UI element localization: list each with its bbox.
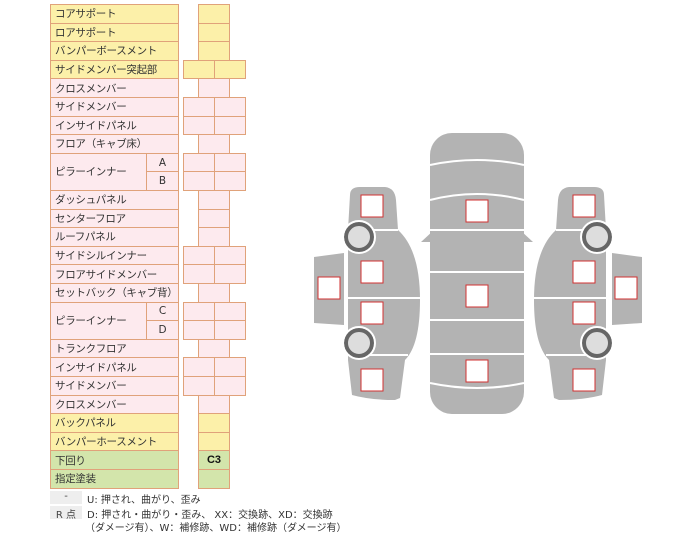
- row-sublabel: A: [146, 152, 179, 173]
- row-label: バックパネル: [50, 413, 179, 433]
- row-label: クロスメンバー: [50, 78, 179, 98]
- grade-cell-right[interactable]: [214, 264, 246, 284]
- row-label: フロアサイドメンバー: [50, 264, 179, 284]
- legend-text-d-cont: （ダメージ有）、W：補修跡、WD：補修跡（ダメージ有）: [85, 523, 347, 534]
- damage-marker[interactable]: [360, 301, 384, 325]
- grade-cell[interactable]: [198, 469, 230, 489]
- legend-key-dash: -: [50, 491, 82, 504]
- damage-marker[interactable]: [465, 199, 489, 223]
- grade-cell-right[interactable]: [214, 320, 246, 340]
- row-label: バンパーホースメント: [50, 431, 179, 452]
- damage-marker[interactable]: [614, 276, 638, 300]
- row-label: サイドメンバー: [50, 97, 179, 117]
- row-label: サイドメンバー突起部: [50, 59, 179, 80]
- car-center-body: [421, 133, 533, 414]
- row-label: センターフロア: [50, 208, 179, 229]
- grade-cell-right[interactable]: [214, 171, 246, 191]
- row-label: クロスメンバー: [50, 394, 179, 415]
- row-label: バンパーボースメント: [50, 41, 179, 61]
- legend-text-d: D: 押され・曲がり・歪み、 XX：交換跡、XD：交換跡: [87, 510, 333, 521]
- damage-marker[interactable]: [360, 260, 384, 284]
- damage-marker[interactable]: [360, 194, 384, 218]
- damage-marker[interactable]: [572, 260, 596, 284]
- damage-marker[interactable]: [465, 359, 489, 383]
- legend-text-u: U: 押され、曲がり、歪み: [87, 495, 201, 506]
- legend-key-r: R 点: [50, 506, 82, 521]
- damage-marker[interactable]: [572, 194, 596, 218]
- row-label: サイドシルインナー: [50, 245, 179, 266]
- row-label: ピラーインナー: [50, 152, 147, 191]
- row-label: フロア（キャブ床）: [50, 134, 179, 154]
- damage-marker[interactable]: [317, 276, 341, 300]
- damage-marker[interactable]: [465, 284, 489, 308]
- damage-marker[interactable]: [360, 368, 384, 392]
- damage-marker[interactable]: [572, 301, 596, 325]
- row-label: ピラーインナー: [50, 301, 147, 340]
- grade-cell-right[interactable]: [214, 59, 246, 80]
- row-label: 指定塗装: [50, 469, 179, 489]
- damage-marker[interactable]: [572, 368, 596, 392]
- row-label: インサイドパネル: [50, 115, 179, 136]
- grade-cell[interactable]: C3: [198, 450, 230, 470]
- grade-cell-right[interactable]: [214, 115, 246, 136]
- row-sublabel: C: [146, 301, 179, 322]
- wheel-icon: [344, 222, 612, 358]
- grade-cell-right[interactable]: [214, 376, 246, 396]
